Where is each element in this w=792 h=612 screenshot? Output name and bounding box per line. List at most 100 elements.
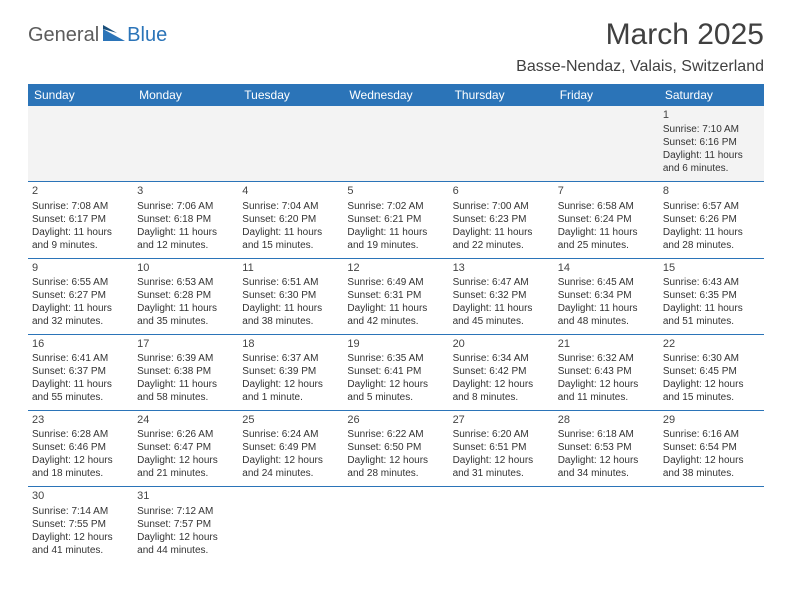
daylight-text: Daylight: 12 hours and 31 minutes.	[453, 454, 550, 480]
logo-flag-icon	[103, 25, 125, 46]
sunrise-text: Sunrise: 6:35 AM	[347, 352, 444, 365]
sunrise-text: Sunrise: 6:26 AM	[137, 428, 234, 441]
sunset-text: Sunset: 6:26 PM	[663, 213, 760, 226]
calendar-day-cell	[238, 487, 343, 563]
sunset-text: Sunset: 6:37 PM	[32, 365, 129, 378]
calendar-day-cell	[343, 487, 448, 563]
day-number: 22	[663, 337, 760, 351]
sunset-text: Sunset: 6:21 PM	[347, 213, 444, 226]
day-number: 7	[558, 184, 655, 198]
logo: General Blue	[28, 18, 167, 47]
calendar-day-cell: 7 Sunrise: 6:58 AMSunset: 6:24 PMDaylight…	[554, 182, 659, 258]
calendar-day-cell: 14Sunrise: 6:45 AMSunset: 6:34 PMDayligh…	[554, 258, 659, 334]
sunset-text: Sunset: 6:54 PM	[663, 441, 760, 454]
sunrise-text: Sunrise: 6:58 AM	[558, 200, 655, 213]
daylight-text: Daylight: 12 hours and 28 minutes.	[347, 454, 444, 480]
sunset-text: Sunset: 6:28 PM	[137, 289, 234, 302]
sunrise-text: Sunrise: 7:06 AM	[137, 200, 234, 213]
sunset-text: Sunset: 6:27 PM	[32, 289, 129, 302]
sunset-text: Sunset: 6:24 PM	[558, 213, 655, 226]
day-number: 29	[663, 413, 760, 427]
daylight-text: Daylight: 11 hours and 19 minutes.	[347, 226, 444, 252]
calendar-day-cell: 21Sunrise: 6:32 AMSunset: 6:43 PMDayligh…	[554, 334, 659, 410]
daylight-text: Daylight: 11 hours and 48 minutes.	[558, 302, 655, 328]
sunset-text: Sunset: 6:23 PM	[453, 213, 550, 226]
sunrise-text: Sunrise: 6:57 AM	[663, 200, 760, 213]
month-title: March 2025	[516, 18, 764, 52]
daylight-text: Daylight: 12 hours and 1 minute.	[242, 378, 339, 404]
sunrise-text: Sunrise: 6:55 AM	[32, 276, 129, 289]
daylight-text: Daylight: 11 hours and 45 minutes.	[453, 302, 550, 328]
day-number: 16	[32, 337, 129, 351]
calendar-day-cell: 11Sunrise: 6:51 AMSunset: 6:30 PMDayligh…	[238, 258, 343, 334]
calendar-day-cell: 30Sunrise: 7:14 AMSunset: 7:55 PMDayligh…	[28, 487, 133, 563]
calendar-day-cell: 8Sunrise: 6:57 AMSunset: 6:26 PMDaylight…	[659, 182, 764, 258]
daylight-text: Daylight: 12 hours and 38 minutes.	[663, 454, 760, 480]
daylight-text: Daylight: 11 hours and 9 minutes.	[32, 226, 129, 252]
weekday-header: Thursday	[449, 84, 554, 106]
sunrise-text: Sunrise: 6:18 AM	[558, 428, 655, 441]
calendar-day-cell: 2Sunrise: 7:08 AMSunset: 6:17 PMDaylight…	[28, 182, 133, 258]
daylight-text: Daylight: 11 hours and 25 minutes.	[558, 226, 655, 252]
daylight-text: Daylight: 11 hours and 15 minutes.	[242, 226, 339, 252]
day-number: 26	[347, 413, 444, 427]
daylight-text: Daylight: 12 hours and 41 minutes.	[32, 531, 129, 557]
day-number: 24	[137, 413, 234, 427]
sunset-text: Sunset: 6:31 PM	[347, 289, 444, 302]
sunrise-text: Sunrise: 7:02 AM	[347, 200, 444, 213]
sunrise-text: Sunrise: 7:00 AM	[453, 200, 550, 213]
sunrise-text: Sunrise: 6:39 AM	[137, 352, 234, 365]
calendar-week-row: 16Sunrise: 6:41 AMSunset: 6:37 PM Dayligh…	[28, 334, 764, 410]
day-number: 31	[137, 489, 234, 503]
calendar-day-cell: 4Sunrise: 7:04 AMSunset: 6:20 PMDaylight…	[238, 182, 343, 258]
calendar-day-cell: 1Sunrise: 7:10 AMSunset: 6:16 PMDaylight…	[659, 106, 764, 182]
sunrise-text: Sunrise: 6:20 AM	[453, 428, 550, 441]
sunrise-text: Sunrise: 6:30 AM	[663, 352, 760, 365]
sunset-text: Sunset: 6:42 PM	[453, 365, 550, 378]
calendar-day-cell	[554, 487, 659, 563]
calendar-day-cell: 15Sunrise: 6:43 AMSunset: 6:35 PMDayligh…	[659, 258, 764, 334]
daylight-text: Daylight: 11 hours and 51 minutes.	[663, 302, 760, 328]
sunrise-text: Sunrise: 6:49 AM	[347, 276, 444, 289]
sunset-text: Sunset: 6:41 PM	[347, 365, 444, 378]
day-number: 5	[347, 184, 444, 198]
calendar-day-cell: 10Sunrise: 6:53 AMSunset: 6:28 PMDayligh…	[133, 258, 238, 334]
day-number: 9	[32, 261, 129, 275]
sunrise-text: Sunrise: 7:14 AM	[32, 505, 129, 518]
sunset-text: Sunset: 6:53 PM	[558, 441, 655, 454]
daylight-text: Daylight: 12 hours and 5 minutes.	[347, 378, 444, 404]
logo-text-blue: Blue	[127, 24, 167, 47]
calendar-table: Sunday Monday Tuesday Wednesday Thursday…	[28, 84, 764, 563]
weekday-header: Wednesday	[343, 84, 448, 106]
calendar-day-cell	[659, 487, 764, 563]
day-number: 28	[558, 413, 655, 427]
daylight-text: Daylight: 12 hours and 15 minutes.	[663, 378, 760, 404]
calendar-day-cell: 28Sunrise: 6:18 AMSunset: 6:53 PMDayligh…	[554, 411, 659, 487]
sunset-text: Sunset: 6:43 PM	[558, 365, 655, 378]
daylight-text: Daylight: 12 hours and 18 minutes.	[32, 454, 129, 480]
sunset-text: Sunset: 6:34 PM	[558, 289, 655, 302]
sunrise-text: Sunrise: 6:37 AM	[242, 352, 339, 365]
sunset-text: Sunset: 6:35 PM	[663, 289, 760, 302]
daylight-text: Daylight: 11 hours and 6 minutes.	[663, 149, 760, 175]
sunset-text: Sunset: 6:45 PM	[663, 365, 760, 378]
sunset-text: Sunset: 6:46 PM	[32, 441, 129, 454]
calendar-week-row: 23Sunrise: 6:28 AMSunset: 6:46 PMDayligh…	[28, 411, 764, 487]
calendar-day-cell	[238, 106, 343, 182]
weekday-header: Sunday	[28, 84, 133, 106]
day-number: 27	[453, 413, 550, 427]
sunset-text: Sunset: 7:57 PM	[137, 518, 234, 531]
calendar-day-cell	[554, 106, 659, 182]
header: General Blue March 2025 Basse-Nendaz, Va…	[28, 18, 764, 76]
sunset-text: Sunset: 6:32 PM	[453, 289, 550, 302]
location: Basse-Nendaz, Valais, Switzerland	[516, 58, 764, 76]
daylight-text: Daylight: 11 hours and 22 minutes.	[453, 226, 550, 252]
sunrise-text: Sunrise: 6:41 AM	[32, 352, 129, 365]
day-number: 30	[32, 489, 129, 503]
sunrise-text: Sunrise: 6:34 AM	[453, 352, 550, 365]
calendar-day-cell	[449, 106, 554, 182]
calendar-day-cell: 22Sunrise: 6:30 AMSunset: 6:45 PMDayligh…	[659, 334, 764, 410]
daylight-text: Daylight: 11 hours and 58 minutes.	[137, 378, 234, 404]
calendar-day-cell: 13Sunrise: 6:47 AMSunset: 6:32 PMDayligh…	[449, 258, 554, 334]
daylight-text: Daylight: 12 hours and 24 minutes.	[242, 454, 339, 480]
